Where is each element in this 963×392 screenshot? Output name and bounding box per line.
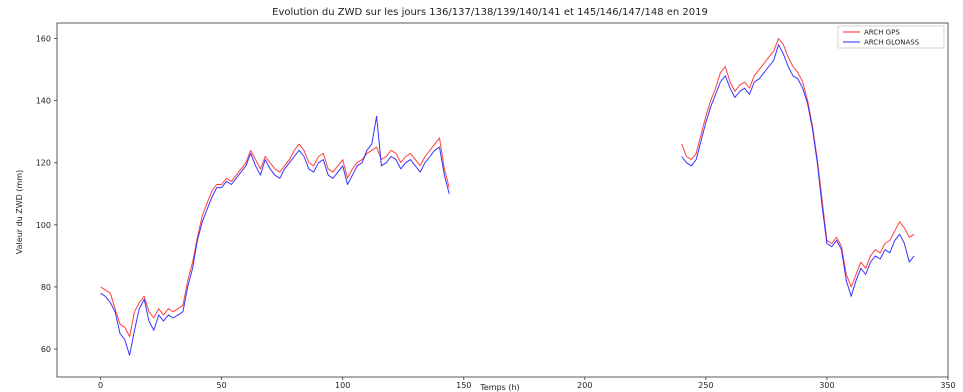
series-line-arch-gps-segment-1	[100, 137, 450, 338]
y-tick-label: 140	[36, 97, 51, 106]
y-axis-label: Valeur du ZWD (mm)	[15, 170, 24, 254]
series-line-arch-glonass-segment-2	[681, 44, 915, 297]
series-layer	[100, 38, 915, 356]
x-tick-label: 100	[335, 381, 350, 390]
x-tick-label: 50	[217, 381, 227, 390]
x-tick-label: 150	[456, 381, 471, 390]
x-tick-label: 350	[940, 381, 955, 390]
x-tick-label: 300	[819, 381, 834, 390]
series-line-arch-glonass-segment-1	[100, 115, 450, 356]
y-axis: 60 80 100 120 140 160	[36, 35, 57, 354]
y-tick-label: 160	[36, 35, 51, 44]
y-tick-label: 100	[36, 221, 51, 230]
legend-label-gps: ARCH GPS	[864, 29, 900, 37]
x-tick-label: 0	[98, 381, 103, 390]
series-line-arch-gps-segment-2	[681, 38, 915, 288]
chart-title: Evolution du ZWD sur les jours 136/137/1…	[272, 7, 708, 18]
y-tick-label: 80	[41, 283, 51, 292]
legend: ARCH GPS ARCH GLONASS	[837, 25, 945, 49]
x-axis-label: Temps (h)	[479, 383, 519, 392]
legend-label-glonass: ARCH GLONASS	[864, 39, 920, 47]
x-tick-label: 200	[577, 381, 592, 390]
y-tick-label: 60	[41, 345, 51, 354]
x-axis: 0 50 100 150 200 250 300 350	[98, 377, 956, 390]
y-tick-label: 120	[36, 159, 51, 168]
x-tick-label: 250	[698, 381, 713, 390]
legend-frame	[837, 25, 945, 49]
plot-area-frame	[56, 22, 949, 378]
